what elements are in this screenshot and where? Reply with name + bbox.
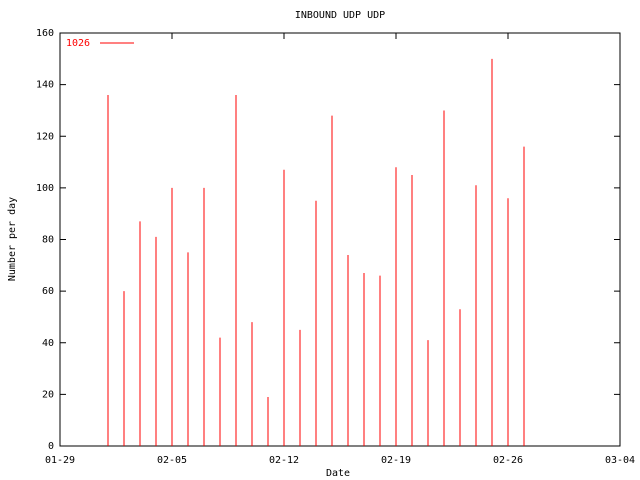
legend-label: 1026 [66,38,90,49]
y-tick-label: 120 [36,131,54,142]
y-tick-label: 80 [42,235,54,246]
chart-title: INBOUND UDP UDP [295,10,385,21]
x-tick-label: 01-29 [45,455,75,466]
x-tick-label: 02-26 [493,455,523,466]
y-tick-label: 160 [36,28,54,39]
y-tick-label: 140 [36,80,54,91]
y-tick-label: 40 [42,338,54,349]
x-tick-label: 02-05 [157,455,187,466]
y-tick-label: 100 [36,183,54,194]
plot-frame [59,32,621,447]
x-tick-label: 03-04 [605,455,635,466]
y-tick-label: 60 [42,286,54,297]
x-axis-label: Date [326,468,350,479]
y-tick-label: 20 [42,389,54,400]
y-axis-label: Number per day [7,197,18,281]
x-tick-label: 02-19 [381,455,411,466]
x-tick-label: 02-12 [269,455,299,466]
y-tick-label: 0 [48,441,54,452]
